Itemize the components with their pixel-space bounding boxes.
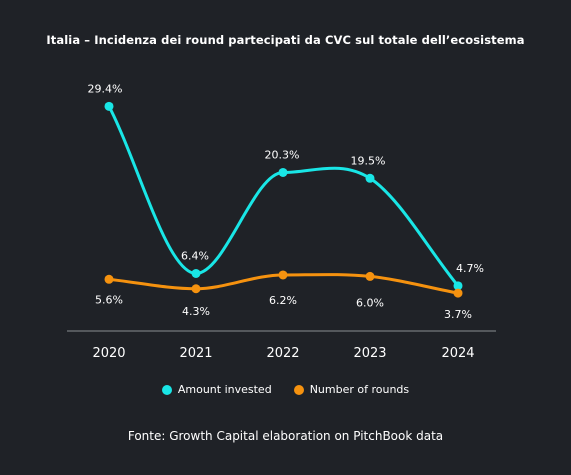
chart-title: Italia – Incidenza dei round partecipati… [46,33,525,47]
data-label: 29.4% [88,82,123,95]
data-label: 6.0% [356,296,384,309]
x-tick-label: 2022 [266,346,299,361]
legend-rounds-marker [293,384,304,395]
data-label: 5.6% [95,293,123,306]
data-label: 6.2% [269,294,297,307]
legend-rounds-label: Number of rounds [309,383,410,396]
data-point-rounds [104,274,114,284]
source-note: Fonte: Growth Capital elaboration on Pit… [127,429,444,443]
legend-item-amount: Amount invested [161,383,272,396]
data-point-rounds [365,271,375,281]
data-point-amount [191,268,201,278]
x-tick-label: 2024 [441,346,474,361]
legend-amount-marker [161,384,172,395]
data-point-amount [278,167,288,177]
data-label: 4.7% [456,262,484,275]
x-tick-label: 2020 [92,346,125,361]
data-label: 3.7% [444,308,472,321]
data-point-amount [365,173,375,183]
x-tick-label: 2023 [353,346,386,361]
data-label: 19.5% [351,154,386,167]
data-label: 4.3% [182,305,210,318]
data-point-amount [104,101,114,111]
data-point-amount [453,281,463,291]
x-tick-label: 2021 [179,346,212,361]
legend-item-rounds: Number of rounds [293,383,410,396]
legend-amount-label: Amount invested [177,383,272,396]
data-point-rounds [191,284,201,294]
data-label: 20.3% [265,148,300,161]
chart-legend: Amount invested Number of rounds [0,383,571,396]
series-line-amount [107,104,460,288]
data-point-rounds [453,288,463,298]
data-point-rounds [278,270,288,280]
data-label: 6.4% [181,249,209,262]
